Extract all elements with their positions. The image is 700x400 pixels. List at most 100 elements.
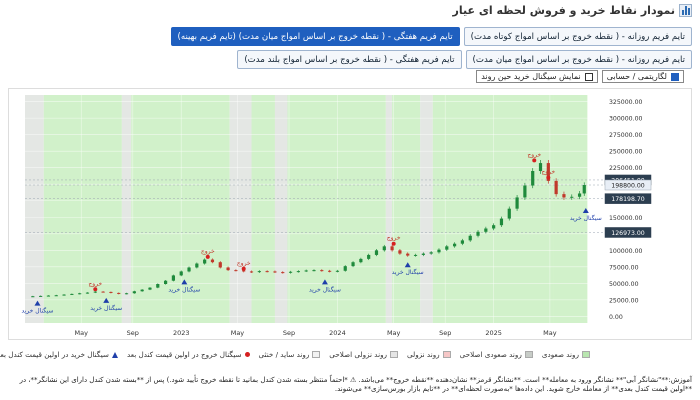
- y-tick-label: 75000.00: [609, 264, 639, 271]
- exit-signal-label: خروج: [88, 280, 102, 287]
- price-label-box: [604, 179, 652, 191]
- candle-body: [304, 270, 308, 272]
- price-chart[interactable]: 0.0025000.0050000.0075000.00100000.00125…: [8, 88, 692, 340]
- legend-item: روند ساید / خنثی: [259, 350, 321, 359]
- price-label: 126973.00: [611, 230, 645, 237]
- candle-body: [546, 163, 550, 181]
- candle-body: [577, 193, 582, 197]
- show-signal-toggle[interactable]: نمایش سیگنال خرید حین روند: [476, 70, 598, 83]
- timeframe-daily-short-button[interactable]: تایم فریم روزانه - ( نقطه خروج بر اساس ا…: [463, 27, 692, 46]
- trend-band: [43, 95, 122, 323]
- candle-body: [367, 254, 371, 259]
- timeframe-weekly-mid-button[interactable]: تایم فریم هفتگی - ( نقطه خروج بر اساس ام…: [170, 27, 460, 46]
- candle-body: [312, 270, 316, 272]
- candle-body: [46, 295, 51, 297]
- help-note-line-2: **اولین قیمت کندل بعدی** از معامله خارج …: [334, 385, 692, 393]
- buy-signal-triangle: [582, 208, 589, 214]
- candle-body: [452, 243, 457, 247]
- legend-item: روند صعودی اصلاحی: [460, 350, 533, 359]
- trend-band: [131, 95, 230, 323]
- candle-body: [382, 246, 386, 251]
- candle-body: [187, 267, 191, 272]
- price-label-box: [604, 193, 652, 204]
- x-tick-label: 2023: [173, 329, 190, 337]
- candle-body: [249, 271, 254, 273]
- candle-body: [203, 259, 207, 264]
- chart-options: لگاریتمی / حسابی نمایش سیگنال خرید حین ر…: [476, 70, 684, 83]
- candle-body: [85, 292, 90, 294]
- candle-body: [93, 291, 97, 293]
- exit-signal-dot: [93, 287, 98, 292]
- candle-body: [390, 246, 394, 251]
- exit-signal-label: خروج: [201, 248, 215, 255]
- candle-body: [163, 280, 168, 285]
- legend-swatch: [312, 351, 321, 358]
- buy-signal-triangle: [404, 262, 411, 268]
- log-scale-checkbox[interactable]: [671, 72, 679, 81]
- exit-signal-label: خروج: [541, 169, 555, 176]
- candle-body: [296, 271, 300, 273]
- help-note: آموزش:**"نشانگر آبی"** نشانگر ورود به مع…: [2, 376, 692, 394]
- candle-body: [499, 218, 504, 226]
- trend-band: [385, 95, 393, 323]
- legend-label: روند ساید / خنثی: [258, 350, 310, 359]
- candle-body: [460, 240, 465, 244]
- exit-signal-dot: [241, 266, 246, 271]
- candle-body: [210, 259, 215, 263]
- trend-band: [121, 95, 132, 323]
- timeframe-daily-mid-button[interactable]: تایم فریم روزانه - ( نقطه خروج بر اساس ا…: [465, 50, 692, 69]
- legend-label: روند نزولی اصلاحی: [329, 350, 388, 359]
- candle-body: [554, 180, 558, 195]
- y-tick-label: 0.00: [609, 314, 623, 321]
- candle-body: [148, 287, 152, 290]
- candle-body: [523, 185, 527, 198]
- candle-body: [78, 293, 82, 295]
- candle-body: [234, 270, 238, 272]
- y-tick-label: 50000.00: [609, 281, 639, 288]
- y-tick-label: 225000.00: [609, 165, 643, 172]
- x-tick-label: Sep: [127, 329, 139, 337]
- exit-signal-dot: [205, 254, 210, 259]
- candle-body: [562, 194, 566, 198]
- exit-signal-label: خروج: [237, 260, 251, 267]
- buy-signal-label: سیگنال خرید: [309, 285, 341, 293]
- legend-label: روند نزولی: [407, 350, 440, 359]
- candle-body: [437, 249, 441, 253]
- candle-body: [242, 270, 246, 272]
- log-scale-toggle[interactable]: لگاریتمی / حسابی: [601, 70, 684, 83]
- candle-body: [124, 293, 129, 295]
- candle-body: [140, 289, 144, 292]
- candle-body: [406, 253, 410, 256]
- trend-band: [420, 95, 433, 323]
- buy-signal-label: سیگنال خرید: [90, 304, 122, 312]
- legend-swatch: [524, 351, 533, 358]
- timeframe-weekly-long-button[interactable]: تایم فریم هفتگی - ( نقطه خروج بر اساس ام…: [237, 50, 462, 69]
- candle-body: [429, 252, 433, 254]
- price-label: 178198.70: [611, 196, 645, 203]
- page-title: نمودار نقاط خرید و فروش لحظه ای عیار: [452, 3, 675, 17]
- exit-signal-dot: [546, 175, 551, 180]
- candle-body: [101, 291, 105, 293]
- candle-body: [328, 270, 332, 272]
- legend-label: سیگنال خرید در اولین قیمت کندل بعد: [0, 350, 109, 359]
- candle-body: [226, 267, 230, 271]
- candle-body: [582, 185, 586, 194]
- candle-body: [54, 295, 58, 297]
- legend-swatch: [582, 351, 590, 358]
- candle-body: [109, 291, 113, 293]
- show-signal-label: نمایش سیگنال خرید حین روند: [481, 72, 581, 81]
- candle-body: [171, 275, 176, 281]
- candle-body: [515, 197, 519, 209]
- trend-band: [432, 95, 554, 323]
- buy-signal-label: سیگنال خرید: [168, 285, 200, 293]
- trend-band: [274, 95, 288, 323]
- chart-svg[interactable]: 0.0025000.0050000.0075000.00100000.00125…: [9, 89, 693, 341]
- show-signal-checkbox[interactable]: [584, 72, 593, 81]
- buy-signal-triangle: [103, 297, 110, 303]
- candle-body: [413, 254, 418, 256]
- price-label-box: [604, 227, 652, 238]
- candle-body: [273, 271, 277, 273]
- candle-body: [265, 271, 269, 273]
- candle-body: [31, 296, 35, 298]
- bar-chart-icon: [679, 3, 692, 17]
